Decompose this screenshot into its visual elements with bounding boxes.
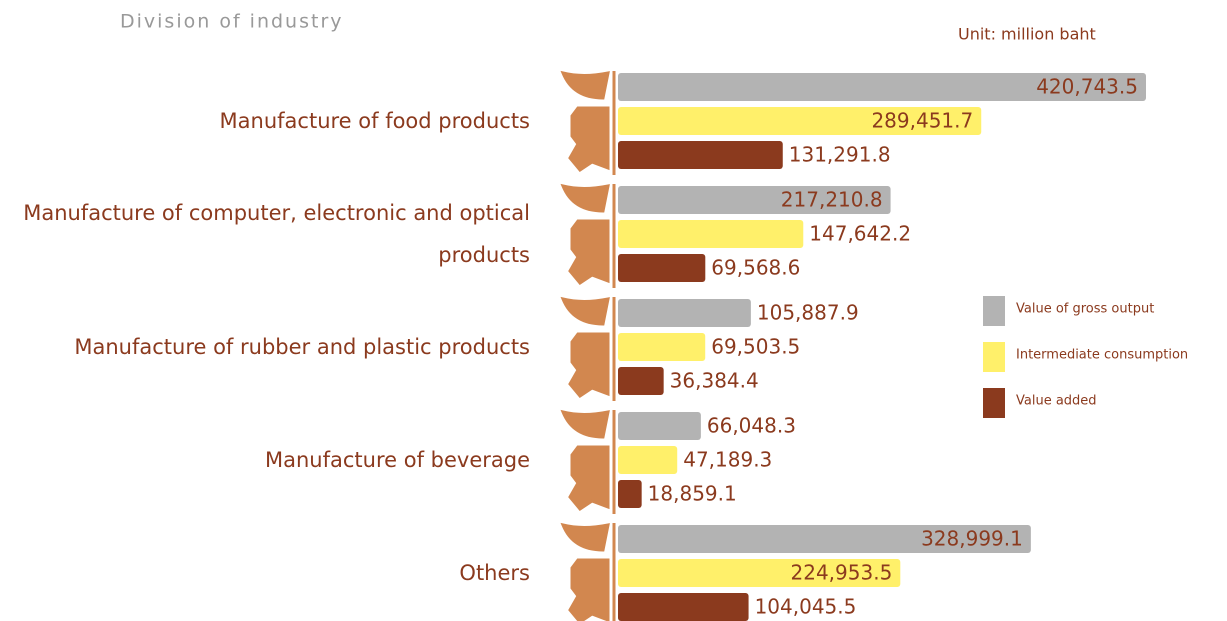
- bar: [618, 446, 678, 474]
- bar: [618, 254, 706, 282]
- value-label: 47,189.3: [683, 448, 772, 472]
- chart-title: Division of industry: [120, 11, 344, 33]
- category-label: Manufacture of rubber and plastic produc…: [74, 335, 530, 359]
- bar: [618, 559, 901, 587]
- industry-icon: [560, 522, 616, 621]
- category-label: Others: [459, 561, 530, 585]
- legend-label: Value of gross output: [1016, 302, 1154, 317]
- value-label: 217,210.8: [781, 188, 883, 212]
- bar: [618, 186, 891, 214]
- bar: [618, 220, 804, 248]
- legend-label: Intermediate consumption: [1016, 348, 1188, 363]
- bar: [618, 107, 982, 135]
- industry-icon: [560, 296, 616, 401]
- legend-label: Value added: [1016, 394, 1097, 409]
- bar: [618, 73, 1146, 101]
- category-label: Manufacture of food products: [219, 109, 530, 133]
- value-label: 289,451.7: [871, 109, 973, 133]
- bar: [618, 333, 706, 361]
- bar: [618, 412, 701, 440]
- value-label: 224,953.5: [791, 561, 893, 585]
- value-label: 328,999.1: [921, 527, 1023, 551]
- bar: [618, 367, 664, 395]
- unit-label: Unit: million baht: [958, 25, 1096, 44]
- value-label: 69,568.6: [711, 256, 800, 280]
- bar: [618, 480, 642, 508]
- value-label: 105,887.9: [757, 301, 859, 325]
- value-label: 104,045.5: [755, 595, 857, 619]
- value-label: 18,859.1: [648, 482, 737, 506]
- value-label: 420,743.5: [1036, 75, 1138, 99]
- value-label: 69,503.5: [711, 335, 800, 359]
- industry-icon: [560, 183, 616, 288]
- value-label: 147,642.2: [809, 222, 911, 246]
- industry-icon: [560, 409, 616, 514]
- value-label: 36,384.4: [670, 369, 759, 393]
- category-label: Manufacture of computer, electronic and …: [23, 201, 530, 267]
- legend-swatch: [983, 296, 1005, 326]
- bar: [618, 593, 749, 621]
- legend-swatch: [983, 388, 1005, 418]
- value-label: 66,048.3: [707, 414, 796, 438]
- category-label: Manufacture of beverage: [265, 448, 530, 472]
- bar: [618, 141, 783, 169]
- bar: [618, 525, 1031, 553]
- industry-icon: [560, 70, 616, 175]
- value-label: 131,291.8: [789, 143, 891, 167]
- legend-swatch: [983, 342, 1005, 372]
- bar: [618, 299, 751, 327]
